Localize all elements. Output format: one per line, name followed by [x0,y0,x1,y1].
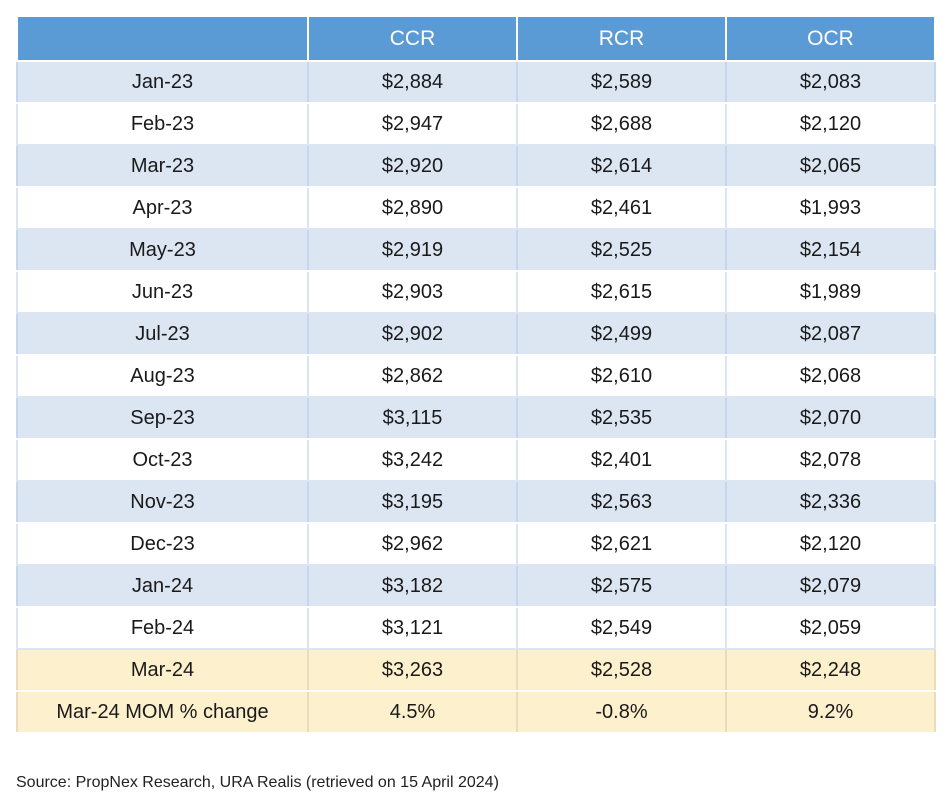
ocr-cell: $2,070 [725,396,936,440]
header-ocr: OCR [725,15,936,62]
row-label-cell: Mar-23 [16,144,309,188]
table-row: Jan-23 $2,884 $2,589 $2,083 [16,60,936,104]
table-row: Aug-23 $2,862 $2,610 $2,068 [16,354,936,398]
row-label-cell: Sep-23 [16,396,309,440]
row-label-cell: Feb-24 [16,606,309,650]
ocr-cell: $1,993 [725,186,936,230]
table-row: Oct-23 $3,242 $2,401 $2,078 [16,438,936,482]
rcr-cell: $2,610 [516,354,727,398]
table-row: Mar-24 $3,263 $2,528 $2,248 [16,648,936,692]
ocr-cell: $2,065 [725,144,936,188]
ocr-cell: $2,059 [725,606,936,650]
ocr-cell: 9.2% [725,690,936,734]
row-label-cell: Dec-23 [16,522,309,566]
row-label-cell: Jun-23 [16,270,309,314]
table-row: Sep-23 $3,115 $2,535 $2,070 [16,396,936,440]
row-label-cell: Jan-24 [16,564,309,608]
rcr-cell: $2,615 [516,270,727,314]
ocr-cell: $2,083 [725,60,936,104]
row-label-cell: Nov-23 [16,480,309,524]
ccr-cell: $2,903 [307,270,518,314]
row-label-cell: Apr-23 [16,186,309,230]
price-table: CCR RCR OCR Jan-23 $2,884 $2,589 $2,083 Feb-… [16,15,936,734]
rcr-cell: -0.8% [516,690,727,734]
ccr-cell: $2,890 [307,186,518,230]
ccr-cell: $2,920 [307,144,518,188]
ocr-cell: $2,120 [725,102,936,146]
ocr-cell: $2,068 [725,354,936,398]
ccr-cell: 4.5% [307,690,518,734]
ccr-cell: $3,115 [307,396,518,440]
rcr-cell: $2,401 [516,438,727,482]
rcr-cell: $2,688 [516,102,727,146]
header-ccr: CCR [307,15,518,62]
rcr-cell: $2,589 [516,60,727,104]
rcr-cell: $2,525 [516,228,727,272]
table-row: Dec-23 $2,962 $2,621 $2,120 [16,522,936,566]
row-label-cell: Oct-23 [16,438,309,482]
source-note: Source: PropNex Research, URA Realis (re… [16,774,499,791]
ccr-cell: $3,121 [307,606,518,650]
rcr-cell: $2,621 [516,522,727,566]
table-header-row: CCR RCR OCR [16,15,936,62]
row-label-cell: Jul-23 [16,312,309,356]
header-empty [16,15,309,62]
ccr-cell: $3,263 [307,648,518,692]
row-label-cell: Mar-24 MOM % change [16,690,309,734]
table-row: May-23 $2,919 $2,525 $2,154 [16,228,936,272]
ocr-cell: $2,120 [725,522,936,566]
ocr-cell: $2,079 [725,564,936,608]
table-row: Mar-24 MOM % change 4.5% -0.8% 9.2% [16,690,936,734]
ocr-cell: $1,989 [725,270,936,314]
ccr-cell: $2,947 [307,102,518,146]
table-body: Jan-23 $2,884 $2,589 $2,083 Feb-23 $2,947 $2,6… [16,60,936,734]
table-row: Jul-23 $2,902 $2,499 $2,087 [16,312,936,356]
ccr-cell: $3,242 [307,438,518,482]
table-row: Feb-23 $2,947 $2,688 $2,120 [16,102,936,146]
ccr-cell: $3,182 [307,564,518,608]
rcr-cell: $2,614 [516,144,727,188]
ocr-cell: $2,087 [725,312,936,356]
row-label-cell: Feb-23 [16,102,309,146]
ccr-cell: $2,962 [307,522,518,566]
ccr-cell: $2,902 [307,312,518,356]
table-row: Mar-23 $2,920 $2,614 $2,065 [16,144,936,188]
header-rcr: RCR [516,15,727,62]
ccr-cell: $2,862 [307,354,518,398]
rcr-cell: $2,549 [516,606,727,650]
table-row: Jan-24 $3,182 $2,575 $2,079 [16,564,936,608]
ccr-cell: $3,195 [307,480,518,524]
rcr-cell: $2,499 [516,312,727,356]
ocr-cell: $2,336 [725,480,936,524]
table-row: Nov-23 $3,195 $2,563 $2,336 [16,480,936,524]
ccr-cell: $2,884 [307,60,518,104]
ocr-cell: $2,248 [725,648,936,692]
row-label-cell: Aug-23 [16,354,309,398]
rcr-cell: $2,461 [516,186,727,230]
ccr-cell: $2,919 [307,228,518,272]
row-label-cell: May-23 [16,228,309,272]
table-row: Jun-23 $2,903 $2,615 $1,989 [16,270,936,314]
price-table-container: CCR RCR OCR Jan-23 $2,884 $2,589 $2,083 Feb-… [16,15,936,734]
row-label-cell: Mar-24 [16,648,309,692]
table-row: Feb-24 $3,121 $2,549 $2,059 [16,606,936,650]
rcr-cell: $2,535 [516,396,727,440]
rcr-cell: $2,575 [516,564,727,608]
table-row: Apr-23 $2,890 $2,461 $1,993 [16,186,936,230]
row-label-cell: Jan-23 [16,60,309,104]
rcr-cell: $2,563 [516,480,727,524]
ocr-cell: $2,154 [725,228,936,272]
ocr-cell: $2,078 [725,438,936,482]
rcr-cell: $2,528 [516,648,727,692]
